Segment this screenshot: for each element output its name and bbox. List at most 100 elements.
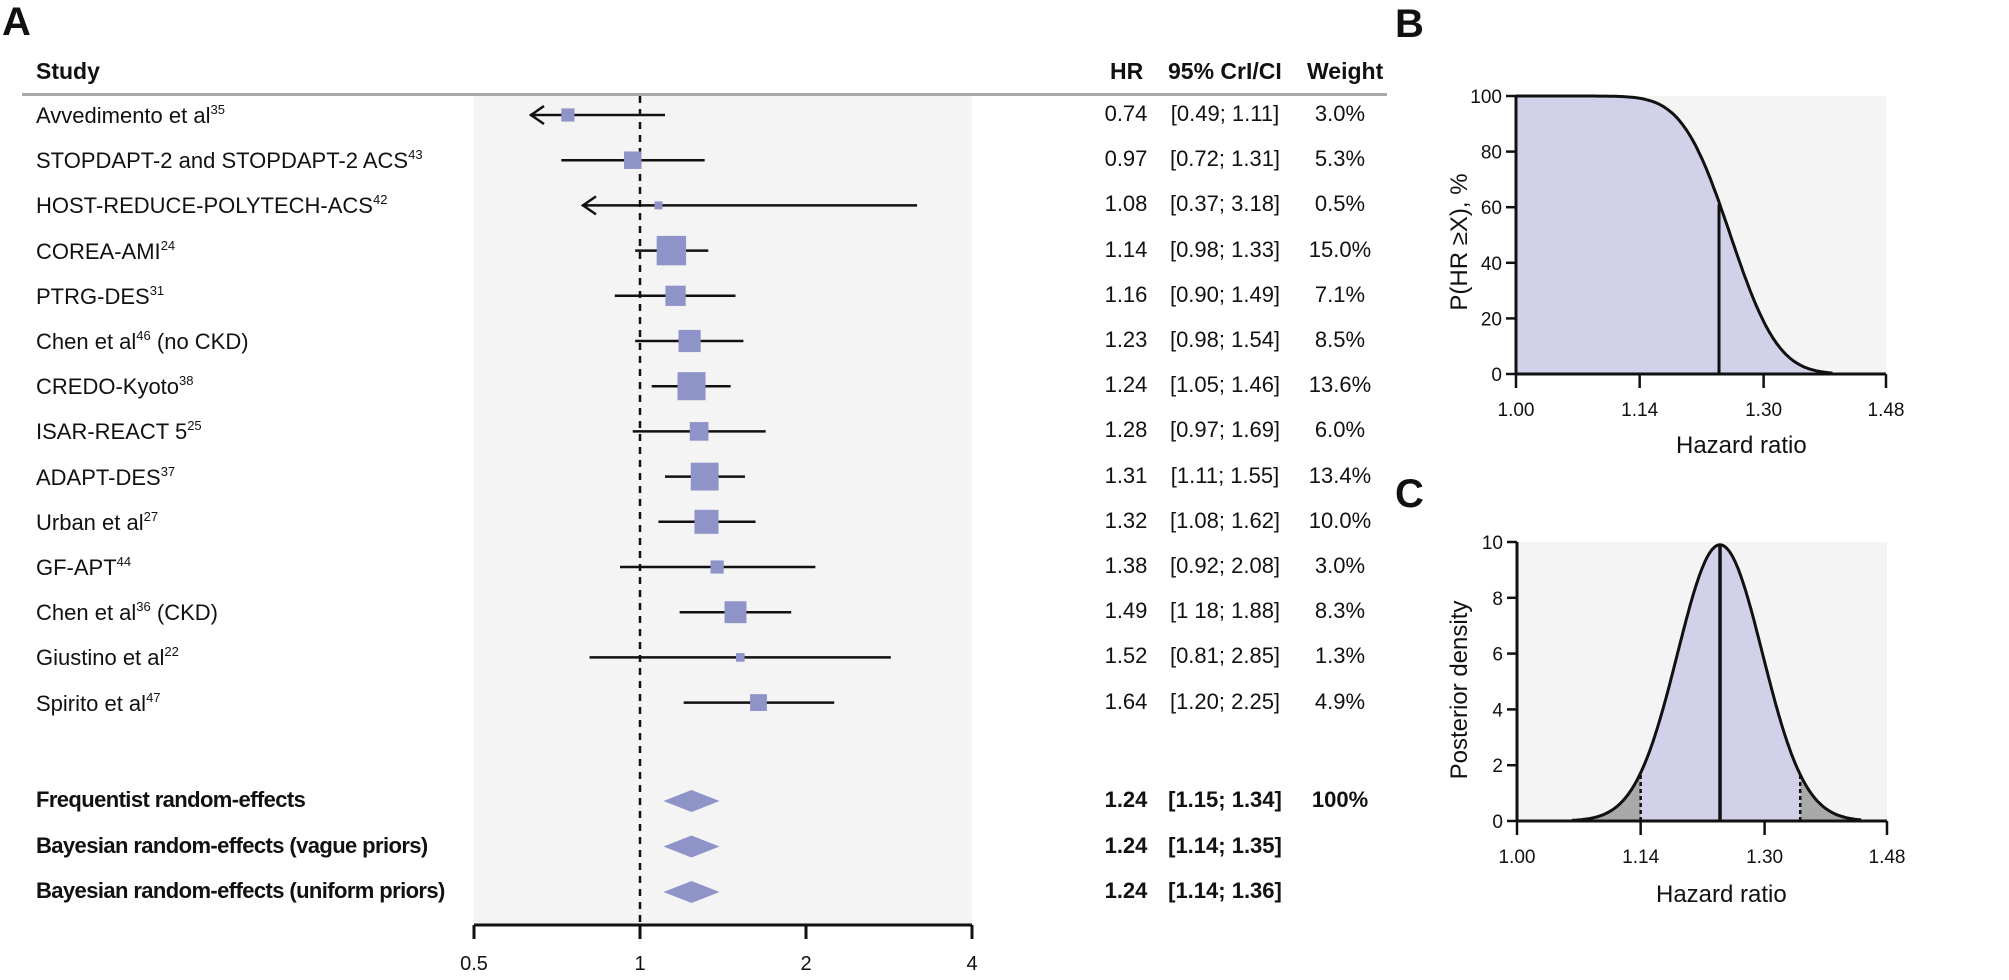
hr-value: 1.23	[1104, 327, 1148, 352]
y-tick-label: 100	[1470, 87, 1502, 108]
study-label: COREA-AMI24	[36, 237, 176, 264]
study-square	[654, 201, 663, 210]
study-square	[677, 372, 706, 401]
study-square	[710, 560, 724, 574]
header-ci: 95% CrI/CI	[1168, 58, 1282, 84]
ci-value: [1.08; 1.62]	[1169, 507, 1281, 533]
ci-value: [1.11; 1.55]	[1170, 462, 1280, 488]
study-label: ADAPT-DES37	[36, 463, 176, 490]
hr-value: 1.64	[1104, 688, 1148, 714]
hr-value: 0.74	[1104, 101, 1148, 126]
chart-b-ylabel: P(HR ≥X), %	[1446, 173, 1473, 311]
ci-value: [1 18; 1.88]	[1169, 598, 1281, 624]
pooled-ci: [1.14; 1.36]	[1168, 878, 1282, 903]
hr-value: 1.14	[1104, 236, 1148, 262]
lower-tail-area	[1571, 772, 1641, 821]
pooled-diamond	[663, 835, 720, 858]
study-square	[689, 422, 709, 441]
ci-value: [0.92; 2.08]	[1169, 553, 1281, 578]
weight-value: 10.0%	[1308, 507, 1372, 533]
header-study: Study	[36, 58, 100, 84]
hr-value: 1.28	[1104, 417, 1148, 443]
pooled-hr: 1.24	[1104, 832, 1148, 858]
y-tick-label: 2	[1492, 756, 1503, 777]
study-label: Spirito et al47	[36, 689, 161, 716]
truncation-arrow	[580, 195, 597, 216]
truncation-arrow	[528, 104, 545, 126]
study-label: HOST-REDUCE-POLYTECH-ACS42	[36, 192, 388, 219]
weight-value: 3.0%	[1314, 553, 1366, 578]
pooled-hr: 1.24	[1104, 787, 1148, 812]
ci-value: [0.81; 2.85]	[1169, 643, 1281, 669]
ci-value: [0.72; 1.31]	[1169, 146, 1281, 172]
chart-b-xlabel: Hazard ratio	[1676, 432, 1807, 459]
pooled-label: Bayesian random-effects (uniform priors)	[36, 878, 445, 903]
study-square	[694, 509, 719, 534]
study-label: Chen et al46 (no CKD)	[36, 328, 249, 354]
study-square	[724, 601, 747, 624]
x-tick-label: 1.30	[1745, 400, 1782, 421]
study-label: GF-APT44	[36, 554, 132, 580]
header-weight: Weight	[1307, 58, 1384, 84]
study-square	[678, 329, 701, 353]
upper-tail-area	[1800, 774, 1862, 821]
y-tick-label: 40	[1481, 254, 1502, 275]
ci-value: [1.20; 2.25]	[1169, 688, 1281, 714]
hr-value: 1.08	[1104, 191, 1148, 217]
x-tick-label: 1.48	[1869, 847, 1906, 868]
hr-value: 1.16	[1104, 281, 1148, 307]
panel-label-b: B	[1395, 2, 1424, 46]
y-tick-label: 0	[1491, 365, 1502, 386]
x-tick-label: 1.14	[1622, 847, 1659, 868]
x-tick-label: 1.48	[1868, 400, 1905, 421]
chart-c-xlabel: Hazard ratio	[1656, 881, 1787, 908]
pooled-hr: 1.24	[1104, 878, 1148, 903]
y-tick-label: 4	[1492, 700, 1503, 721]
cumulative-probability-chart: 0 20 40 60 80 100 1.00 1.14 1.30 1.48	[1470, 87, 1905, 421]
weight-value: 13.4%	[1308, 462, 1372, 488]
study-square	[665, 285, 686, 306]
probability-curve	[1516, 94, 1833, 375]
weight-value: 0.5%	[1314, 191, 1366, 217]
x-tick-label: 1.00	[1499, 847, 1536, 868]
study-label: Avvedimento et al35	[36, 102, 225, 128]
x-tick-label: 0.5	[460, 953, 488, 975]
y-tick-label: 0	[1492, 812, 1503, 833]
ci-value: [0.98; 1.54]	[1169, 327, 1281, 352]
weight-value: 5.3%	[1314, 146, 1366, 172]
y-tick-label: 60	[1481, 198, 1502, 219]
study-label: CREDO-Kyoto38	[36, 373, 194, 400]
study-label: ISAR-REACT 525	[36, 418, 202, 445]
y-tick-label: 8	[1492, 589, 1503, 610]
weight-value: 13.6%	[1308, 372, 1372, 398]
pooled-weight: 100%	[1311, 787, 1369, 812]
panel-label-c: C	[1395, 472, 1424, 516]
weight-value: 15.0%	[1308, 236, 1372, 262]
chart-c-ylabel: Posterior density	[1446, 600, 1473, 780]
study-square	[623, 151, 642, 169]
panel-label-a: A	[2, 0, 31, 44]
pooled-diamond	[663, 790, 720, 812]
study-square	[735, 653, 745, 662]
study-label: PTRG-DES31	[36, 282, 165, 309]
x-tick-label: 4	[966, 953, 977, 975]
ci-value: [0.90; 1.49]	[1169, 281, 1281, 307]
weight-value: 4.9%	[1314, 688, 1366, 714]
pooled-ci: [1.14; 1.35]	[1168, 832, 1282, 858]
y-tick-label: 10	[1482, 533, 1503, 554]
x-tick-label: 1.14	[1621, 400, 1658, 421]
y-tick-label: 6	[1492, 645, 1503, 666]
ci-value: [0.49; 1.11]	[1170, 101, 1280, 126]
hr-value: 1.24	[1104, 372, 1148, 398]
weight-value: 3.0%	[1314, 101, 1366, 126]
study-square	[561, 108, 575, 122]
density-curve	[1571, 543, 1862, 822]
y-tick-label: 80	[1481, 143, 1502, 164]
pooled-label: Bayesian random-effects (vague priors)	[36, 832, 428, 858]
weight-value: 8.3%	[1314, 598, 1366, 624]
x-tick-label: 1.30	[1746, 847, 1783, 868]
y-tick-label: 20	[1481, 309, 1502, 330]
study-label: Urban et al27	[36, 508, 159, 535]
header-divider	[22, 93, 1387, 96]
ci-value: [0.37; 3.18]	[1169, 191, 1281, 217]
